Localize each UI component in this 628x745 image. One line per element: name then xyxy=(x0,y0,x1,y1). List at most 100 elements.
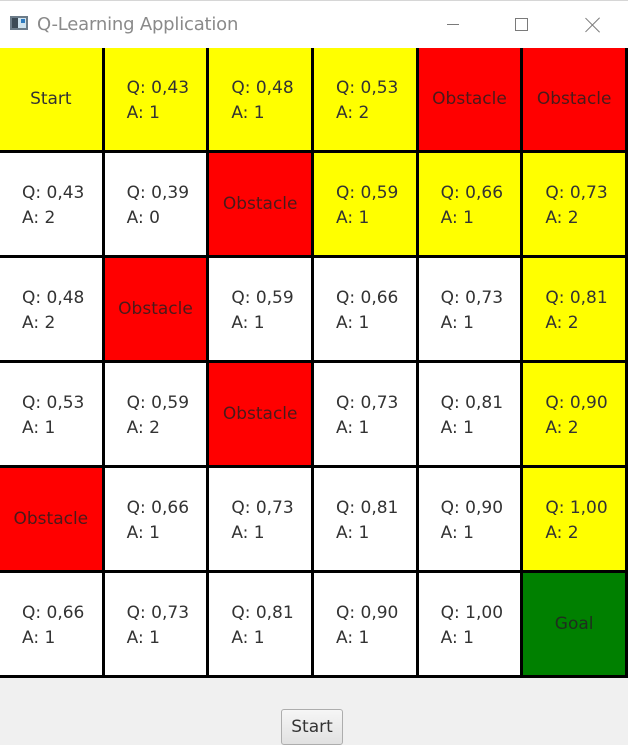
cell-values: Q: 1,00 A: 2 xyxy=(545,496,607,546)
grid-cell-path: Q: 0,90 A: 2 xyxy=(523,363,625,465)
cell-values: Q: 0,66 A: 1 xyxy=(22,601,84,651)
cell-values: Q: 0,59 A: 2 xyxy=(127,391,189,441)
grid-cell-empty: Q: 0,73 A: 1 xyxy=(313,363,416,465)
q-value: Q: 0,73 xyxy=(545,183,608,203)
cell-values: Q: 0,81 A: 1 xyxy=(336,496,398,546)
app-icon xyxy=(10,16,28,30)
grid-cell-obstacle: Obstacle xyxy=(523,48,625,150)
grid-cell-empty: Q: 0,90 A: 1 xyxy=(313,573,416,675)
cell-values: Q: 0,73 A: 2 xyxy=(545,181,607,231)
grid-cell-obstacle: Obstacle xyxy=(104,258,207,360)
cell-values: Q: 0,90 A: 2 xyxy=(545,391,607,441)
action-value: A: 1 xyxy=(22,628,56,648)
action-value: A: 1 xyxy=(231,523,265,543)
cell-values: Q: 0,53 A: 1 xyxy=(22,391,84,441)
grid-cell-empty: Q: 0,66 A: 1 xyxy=(104,468,207,570)
cell-values: Q: 0,73 A: 1 xyxy=(231,496,293,546)
action-value: A: 2 xyxy=(126,418,160,438)
grid-cell-obstacle: Obstacle xyxy=(209,363,311,465)
q-value: Q: 0,59 xyxy=(335,183,399,203)
grid-cell-empty: Q: 0,53 A: 1 xyxy=(0,363,102,465)
grid-cell-obstacle: Obstacle xyxy=(209,153,311,255)
cell-values: Q: 0,48 A: 1 xyxy=(231,76,293,126)
grid-cell-path: Q: 0,81 A: 2 xyxy=(523,258,625,360)
maximize-button[interactable] xyxy=(498,1,544,48)
grid-cell-path: Q: 1,00 A: 2 xyxy=(523,468,625,570)
grid-cell-empty: Q: 0,48 A: 2 xyxy=(0,258,102,360)
action-value: A: 0 xyxy=(126,208,160,228)
cell-values: Q: 0,81 A: 1 xyxy=(441,391,503,441)
action-value: A: 1 xyxy=(335,628,370,648)
q-value: Q: 0,90 xyxy=(545,393,608,413)
cell-values: Q: 0,66 A: 1 xyxy=(441,181,503,231)
q-value: Q: 0,43 xyxy=(22,183,85,203)
q-value: Q: 0,53 xyxy=(335,78,399,98)
q-value: Q: 0,48 xyxy=(22,288,85,308)
grid-cell-empty: Q: 0,43 A: 2 xyxy=(0,153,102,255)
action-value: A: 1 xyxy=(440,628,474,648)
minimize-icon xyxy=(447,24,459,25)
grid-cell-empty: Q: 0,73 A: 1 xyxy=(104,573,207,675)
grid-cell-path: Q: 0,59 A: 1 xyxy=(313,153,416,255)
grid-cell-obstacle: Obstacle xyxy=(0,468,102,570)
cell-obstacle-label: Obstacle xyxy=(222,194,298,214)
cell-obstacle-label: Obstacle xyxy=(13,509,89,529)
grid-cell-goal: Goal xyxy=(523,573,625,675)
minimize-button[interactable] xyxy=(430,1,476,48)
grid-cell-empty: Q: 0,59 A: 1 xyxy=(209,258,311,360)
action-value: A: 2 xyxy=(545,313,579,333)
cell-values: Q: 0,73 A: 1 xyxy=(336,391,398,441)
title-bar[interactable]: Q-Learning Application xyxy=(0,1,628,48)
cell-values: Q: 0,81 A: 1 xyxy=(231,601,293,651)
q-value: Q: 0,66 xyxy=(335,288,399,308)
start-button[interactable]: Start xyxy=(281,709,343,745)
action-value: A: 1 xyxy=(231,313,265,333)
grid-cell-empty: Q: 0,66 A: 1 xyxy=(0,573,102,675)
q-value: Q: 0,73 xyxy=(440,288,504,308)
grid-cell-empty: Q: 0,39 A: 0 xyxy=(104,153,207,255)
action-value: A: 1 xyxy=(440,418,474,438)
cell-obstacle-label: Obstacle xyxy=(536,89,612,109)
q-value: Q: 0,59 xyxy=(126,393,190,413)
cell-values: Q: 0,59 A: 1 xyxy=(231,286,293,336)
action-value: A: 1 xyxy=(440,523,474,543)
cell-values: Q: 0,90 A: 1 xyxy=(336,601,398,651)
action-value: A: 1 xyxy=(126,103,160,123)
q-value: Q: 0,81 xyxy=(335,498,399,518)
grid-cell-empty: Q: 0,59 A: 2 xyxy=(104,363,207,465)
cell-obstacle-label: Obstacle xyxy=(222,404,298,424)
action-value: A: 1 xyxy=(335,523,370,543)
cell-values: Q: 0,90 A: 1 xyxy=(441,496,503,546)
q-value: Q: 0,66 xyxy=(440,183,504,203)
q-value: Q: 0,53 xyxy=(22,393,85,413)
cell-obstacle-label: Obstacle xyxy=(432,89,507,109)
q-value: Q: 0,90 xyxy=(335,603,399,623)
action-value: A: 1 xyxy=(335,208,370,228)
action-value: A: 1 xyxy=(22,418,56,438)
q-value: Q: 0,59 xyxy=(231,288,294,308)
action-value: A: 1 xyxy=(126,523,160,543)
grid-cell-path: Q: 0,43 A: 1 xyxy=(104,48,207,150)
grid-cell-path: Q: 0,48 A: 1 xyxy=(209,48,311,150)
q-value: Q: 0,73 xyxy=(231,498,294,518)
grid-cell-empty: Q: 1,00 A: 1 xyxy=(418,573,521,675)
grid-cell-path: Q: 0,73 A: 2 xyxy=(523,153,625,255)
action-value: A: 2 xyxy=(545,208,579,228)
action-value: A: 2 xyxy=(545,418,579,438)
cell-values: Q: 0,66 A: 1 xyxy=(336,286,398,336)
action-value: A: 2 xyxy=(545,523,579,543)
q-value: Q: 0,81 xyxy=(231,603,294,623)
cell-values: Q: 0,48 A: 2 xyxy=(22,286,84,336)
q-value: Q: 0,39 xyxy=(126,183,190,203)
close-button[interactable] xyxy=(570,1,616,48)
footer-panel: Start xyxy=(0,678,628,745)
q-value: Q: 0,73 xyxy=(335,393,399,413)
cell-values: Q: 0,59 A: 1 xyxy=(336,181,398,231)
grid-cell-empty: Q: 0,81 A: 1 xyxy=(418,363,521,465)
q-value: Q: 0,90 xyxy=(440,498,504,518)
cell-start-label: Start xyxy=(30,89,72,109)
close-icon xyxy=(585,17,601,33)
cell-values: Q: 0,81 A: 2 xyxy=(545,286,607,336)
grid-cell-path: Q: 0,66 A: 1 xyxy=(418,153,521,255)
